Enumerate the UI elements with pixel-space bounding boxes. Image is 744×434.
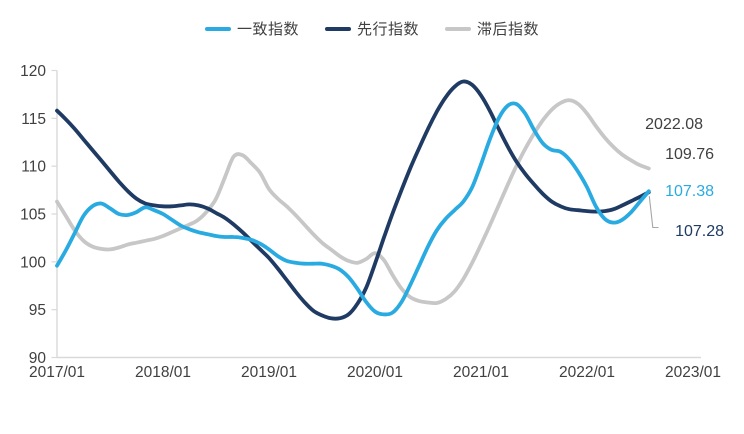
annotation-coincident-end-value: 107.38 — [665, 183, 714, 200]
y-axis-tick-label: 105 — [20, 207, 46, 224]
legend-line-swatch-leading — [324, 26, 351, 31]
legend-label-leading: 先行指数 — [356, 21, 419, 38]
y-axis-tick-label: 100 — [20, 254, 46, 271]
legend-label-lagging: 滞后指数 — [477, 21, 540, 38]
annotation-lagging-end-value: 109.76 — [665, 146, 714, 163]
series-lines — [55, 79, 651, 321]
legend-label-coincident: 一致指数 — [236, 21, 299, 38]
x-axis-tick-label: 2023/01 — [665, 364, 721, 381]
legend-item-leading-index: 先行指数 — [324, 18, 419, 39]
legend-line-swatch-lagging — [445, 26, 471, 31]
legend-line-swatch-coincident — [204, 26, 231, 31]
series-leading-line — [55, 79, 651, 321]
y-axis-tick-label: 115 — [21, 111, 46, 128]
annotation-leading-end-value: 107.28 — [675, 223, 724, 240]
y-axis-tick-label: 90 — [29, 350, 47, 367]
x-axis-tick-label: 2022/01 — [559, 364, 615, 381]
y-axis-tick-label: 95 — [29, 302, 46, 319]
annotation-end-date: 2022.08 — [645, 116, 703, 133]
x-axis-tick-label: 2020/01 — [347, 364, 403, 381]
axes: 90 95 100 105 110 115 120 2017/01 2018/01 2019/01… — [20, 63, 721, 381]
legend-item-lagging-index: 滞后指数 — [445, 18, 539, 39]
annotations: 2022.08 109.76 107.38 107.28 — [645, 116, 724, 240]
series-coincident-line — [55, 101, 651, 317]
y-axis-tick-label: 120 — [20, 63, 46, 80]
y-axis-tick-label: 110 — [21, 159, 46, 176]
x-axis-tick-label: 2018/01 — [135, 364, 191, 381]
leader-polyline — [648, 196, 659, 229]
x-axis-tick-label: 2019/01 — [241, 364, 297, 381]
leader-line — [648, 196, 659, 229]
legend: 一致指数 先行指数 滞后指数 — [0, 18, 744, 39]
x-axis-tick-label: 2021/01 — [453, 364, 509, 381]
legend-item-coincident-index: 一致指数 — [204, 18, 299, 39]
x-axis-tick-label: 2017/01 — [29, 364, 85, 381]
series-lagging-line — [55, 98, 651, 306]
